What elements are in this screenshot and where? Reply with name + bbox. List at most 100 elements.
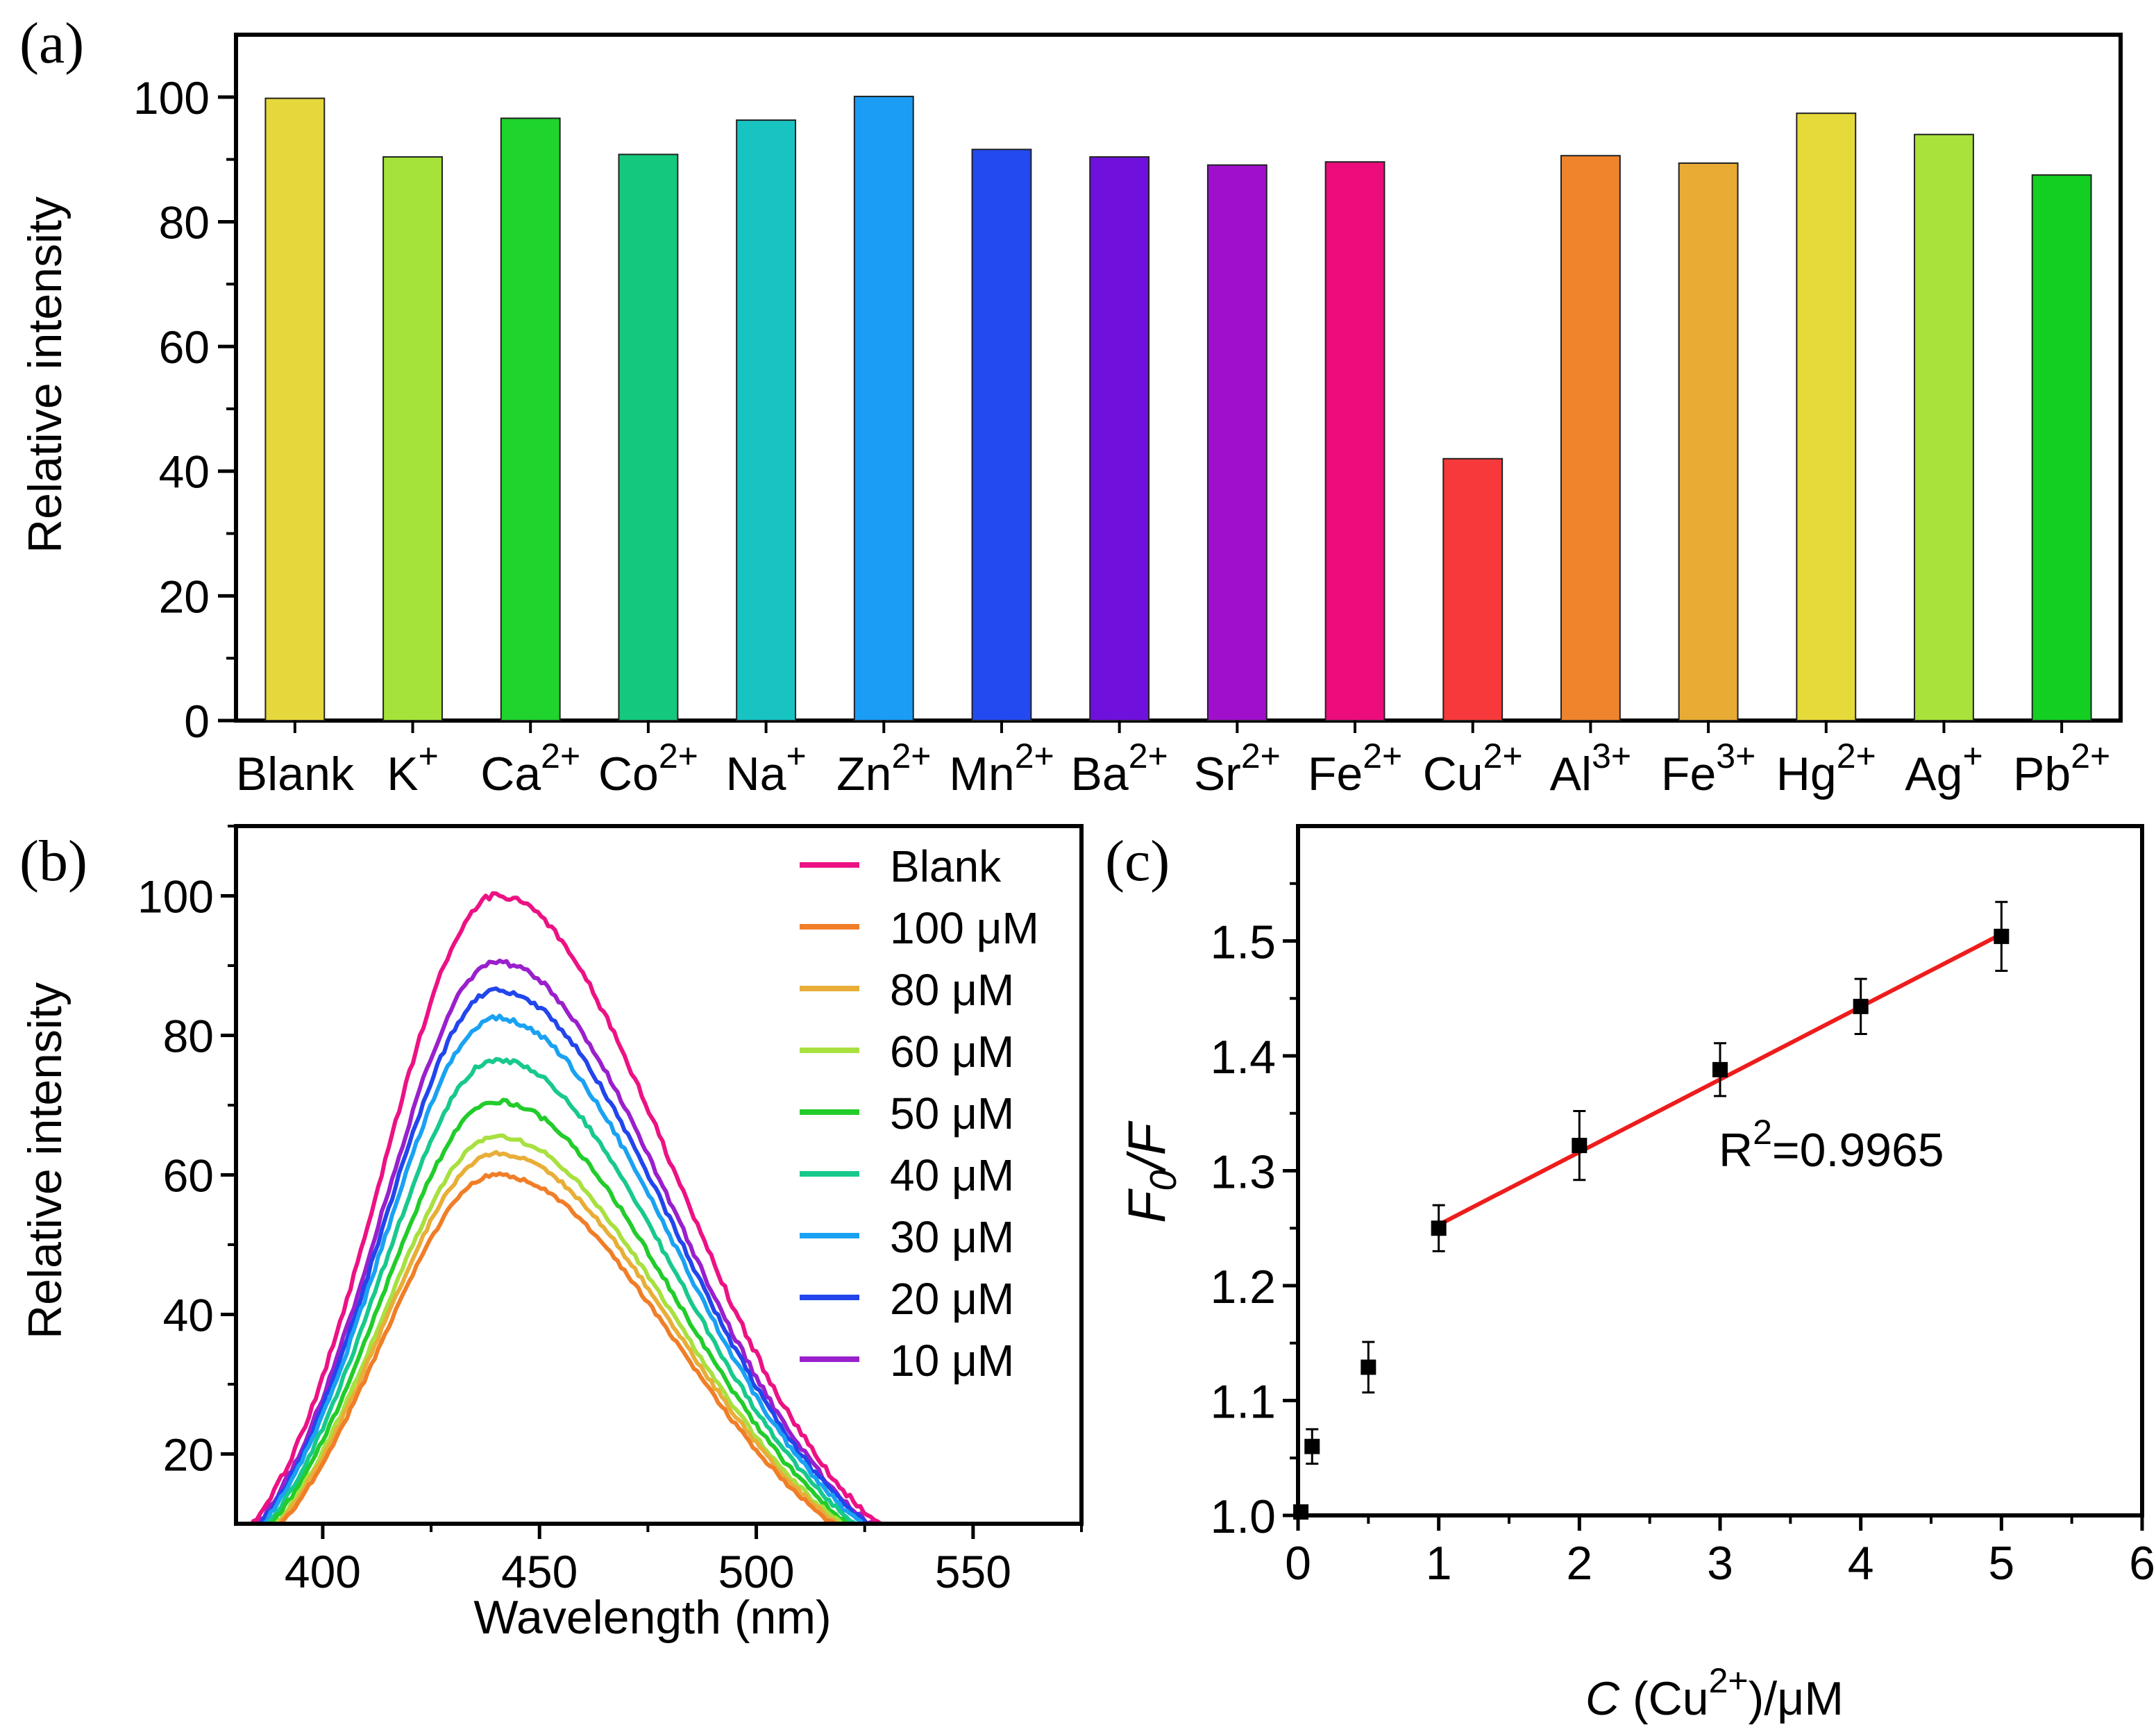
x-tick-label: 4	[1848, 1537, 1874, 1590]
category-base: Zn	[836, 748, 891, 800]
category-base: Fe	[1661, 748, 1716, 800]
bar	[1324, 161, 1386, 722]
y-tick-label: 80	[159, 196, 210, 248]
legend-label: 50 μM	[890, 1088, 1014, 1138]
category-sup: 2+	[891, 737, 931, 775]
y-tick-label: 100	[137, 871, 214, 923]
spectrum-line	[268, 1098, 850, 1524]
panel-c-r-squared: R2=0.9965	[1719, 1113, 1944, 1177]
category-base: K	[387, 748, 418, 800]
category-base: Mn	[949, 748, 1014, 800]
y-tick-label: 1.2	[1210, 1261, 1276, 1313]
bar	[382, 156, 443, 721]
bar	[1442, 457, 1504, 721]
category-sup: 2+	[659, 737, 698, 775]
bar	[1914, 133, 1974, 721]
spectrum-line	[278, 1171, 839, 1524]
category-label: Cu2+	[1423, 737, 1523, 800]
panel-b-axes: 400 450 500 550 20 40 60 80 100	[137, 825, 1083, 1597]
category-base: Ag	[1905, 748, 1962, 800]
panel-a-plot-frame	[234, 33, 2123, 723]
category-sup: 2+	[1129, 737, 1168, 775]
category-base: Pb	[2013, 748, 2071, 800]
category-base: Na	[726, 748, 786, 800]
bar	[1678, 162, 1739, 721]
category-base: Hg	[1776, 748, 1837, 800]
category-label: Co2+	[598, 737, 698, 800]
panel-a-y-axis: 0 20 40 60 80 100	[133, 72, 236, 747]
data-point	[1431, 1220, 1447, 1236]
bar	[736, 119, 797, 721]
curve-group	[249, 891, 884, 1524]
x-tick-label: 1	[1426, 1537, 1452, 1590]
panel-c: (c) 0 1 2 3 4 5 61.01.11.21.31.41.5 R2=0.9965 …	[1105, 824, 2155, 1725]
spectrum-line	[249, 891, 884, 1524]
y-tick-label: 20	[159, 571, 210, 622]
y-tick-label: 80	[163, 1011, 214, 1062]
panel-b-label: (b)	[19, 829, 87, 893]
bar	[618, 153, 679, 721]
panel-b: (b) 400 450 500 550 20 40 60 80 100 Blank 100 μM 8…	[19, 824, 1084, 1644]
category-sup: 2+	[1015, 737, 1054, 775]
bar	[853, 95, 914, 722]
c-ylabel-sub: 0	[1143, 1170, 1184, 1191]
category-base: Fe	[1308, 748, 1363, 800]
spectrum-line	[265, 1057, 859, 1524]
c-xlabel-sup: 2+	[1709, 1661, 1749, 1700]
panel-c-axes: 0 1 2 3 4 5 6 1.0 1.1 1.2 1.3 1.4 1.5	[1210, 882, 2155, 1590]
category-base: Ba	[1071, 748, 1129, 800]
y-tick-label: 1.4	[1210, 1031, 1276, 1084]
r-squared-base: R	[1719, 1124, 1753, 1177]
spectrum-line	[255, 958, 875, 1524]
x-tick-label: 500	[718, 1546, 794, 1597]
x-tick-label: 550	[935, 1546, 1011, 1597]
category-label: Ca2+	[480, 737, 580, 800]
y-tick-label: 100	[133, 72, 210, 124]
category-base: Co	[598, 748, 659, 800]
legend-label: 100 μM	[890, 903, 1039, 953]
data-point	[1293, 1504, 1309, 1520]
category-label: Ba2+	[1071, 737, 1168, 800]
legend-label: Blank	[890, 841, 1002, 891]
panel-b-curves	[249, 891, 884, 1524]
bar	[1560, 155, 1621, 722]
category-label: K+	[387, 737, 439, 800]
category-label: Blank	[236, 748, 355, 800]
spectrum-line	[273, 1133, 844, 1524]
y-tick-label: 1.0	[1210, 1490, 1276, 1543]
x-tick-label: 6	[2129, 1537, 2155, 1590]
category-label: Al3+	[1550, 737, 1631, 800]
c-xlabel-text: (Cu	[1619, 1672, 1708, 1725]
category-label: Fe3+	[1661, 737, 1755, 800]
panel-c-x-axis-title: C (Cu2+)/μM	[1585, 1661, 1844, 1725]
legend-label: 20 μM	[890, 1274, 1014, 1324]
data-point	[1572, 1138, 1587, 1154]
panel-a-y-axis-title: Relative intensity	[19, 196, 71, 553]
x-tick-label: 3	[1707, 1537, 1733, 1590]
category-label: Fe2+	[1308, 737, 1402, 800]
panel-a-bars	[264, 95, 2092, 722]
data-point	[1994, 928, 2010, 944]
data-point	[1361, 1359, 1376, 1375]
x-tick-label: 5	[1988, 1537, 2014, 1590]
bar	[264, 97, 326, 721]
bar	[1796, 112, 1857, 722]
category-sup: 2+	[1837, 737, 1876, 775]
panel-c-label: (c)	[1105, 829, 1170, 893]
category-sup: 2+	[1363, 737, 1402, 775]
c-xlabel-tail: )/μM	[1749, 1672, 1844, 1725]
category-sup: 2+	[1241, 737, 1281, 775]
y-tick-label: 1.5	[1210, 916, 1276, 969]
category-sup: +	[419, 737, 439, 775]
y-tick-label: 1.1	[1210, 1376, 1276, 1429]
category-base: Sr	[1194, 748, 1241, 800]
spectrum-line	[276, 1150, 842, 1524]
legend-label: 80 μM	[890, 965, 1014, 1015]
category-label: Ag+	[1905, 737, 1982, 800]
bar	[971, 149, 1032, 722]
data-point	[1304, 1438, 1320, 1454]
y-tick-label: 60	[159, 321, 210, 373]
y-tick-label: 60	[163, 1150, 214, 1202]
